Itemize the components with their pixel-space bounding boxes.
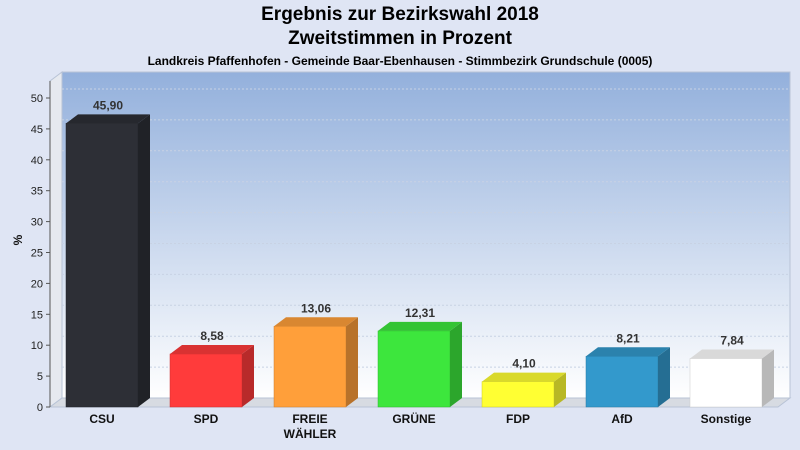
y-tick-label: 45: [31, 124, 43, 136]
x-tick-label: FREIE: [292, 412, 327, 426]
data-label: 12,31: [405, 306, 435, 320]
bar-front: [481, 381, 555, 408]
y-tick-label: 15: [31, 309, 43, 321]
x-tick-label-line2: WÄHLER: [284, 426, 337, 441]
data-label: 4,10: [512, 357, 536, 371]
bar-top: [482, 372, 566, 382]
y-tick-label: 40: [31, 155, 43, 167]
bar-front: [65, 123, 139, 408]
x-tick-label: GRÜNE: [392, 411, 435, 426]
bar-top: [586, 347, 670, 357]
bar-spd: [169, 344, 254, 408]
x-tick-label: CSU: [89, 412, 114, 426]
bar-side: [242, 344, 254, 407]
bar-freie: [273, 317, 358, 408]
y-tick-label: 0: [37, 402, 43, 414]
chart-title: Ergebnis zur Bezirkswahl 2018: [261, 4, 539, 25]
y-tick-label: 30: [31, 217, 43, 229]
bar-top: [66, 114, 150, 124]
data-label: 8,21: [616, 331, 640, 345]
data-label: 7,84: [720, 334, 744, 348]
bar-front: [273, 326, 347, 408]
x-tick-label: AfD: [611, 412, 633, 426]
bar-sonstige: [689, 349, 774, 408]
x-tick-label: Sonstige: [701, 412, 752, 426]
y-tick-label: 25: [31, 248, 43, 260]
data-label: 45,90: [93, 98, 123, 112]
bar-csu: [65, 114, 150, 408]
bar-side: [554, 372, 566, 407]
x-tick-label: FDP: [506, 412, 530, 426]
bar-side: [658, 347, 670, 407]
y-tick-label: 35: [31, 186, 43, 198]
bar-gr-ne: [377, 321, 462, 408]
y-axis-label: %: [11, 234, 25, 245]
bar-afd: [585, 347, 670, 408]
bar-top: [274, 317, 358, 327]
data-label: 8,58: [200, 329, 224, 343]
bar-side: [450, 321, 462, 407]
x-tick-label: SPD: [194, 412, 219, 426]
bar-front: [377, 330, 451, 408]
chart-subtitle: Zweitstimmen in Prozent: [288, 28, 512, 49]
data-label: 13,06: [301, 301, 331, 315]
bar-front: [689, 358, 763, 408]
bar-front: [169, 353, 243, 408]
y-tick-label: 10: [31, 340, 43, 352]
bar-front: [585, 356, 659, 408]
bar-side: [762, 349, 774, 407]
bar-top: [170, 344, 254, 354]
y-tick-label: 5: [37, 371, 43, 383]
bar-side: [346, 317, 358, 407]
bar-fdp: [481, 372, 566, 408]
bar-top: [690, 349, 774, 359]
y-tick-label: 50: [31, 93, 43, 105]
chart-location: Landkreis Pfaffenhofen - Gemeinde Baar-E…: [147, 54, 653, 68]
bar-top: [378, 321, 462, 331]
plot-side-wall: [49, 71, 63, 408]
y-tick-label: 20: [31, 278, 43, 290]
bar-side: [138, 114, 150, 407]
